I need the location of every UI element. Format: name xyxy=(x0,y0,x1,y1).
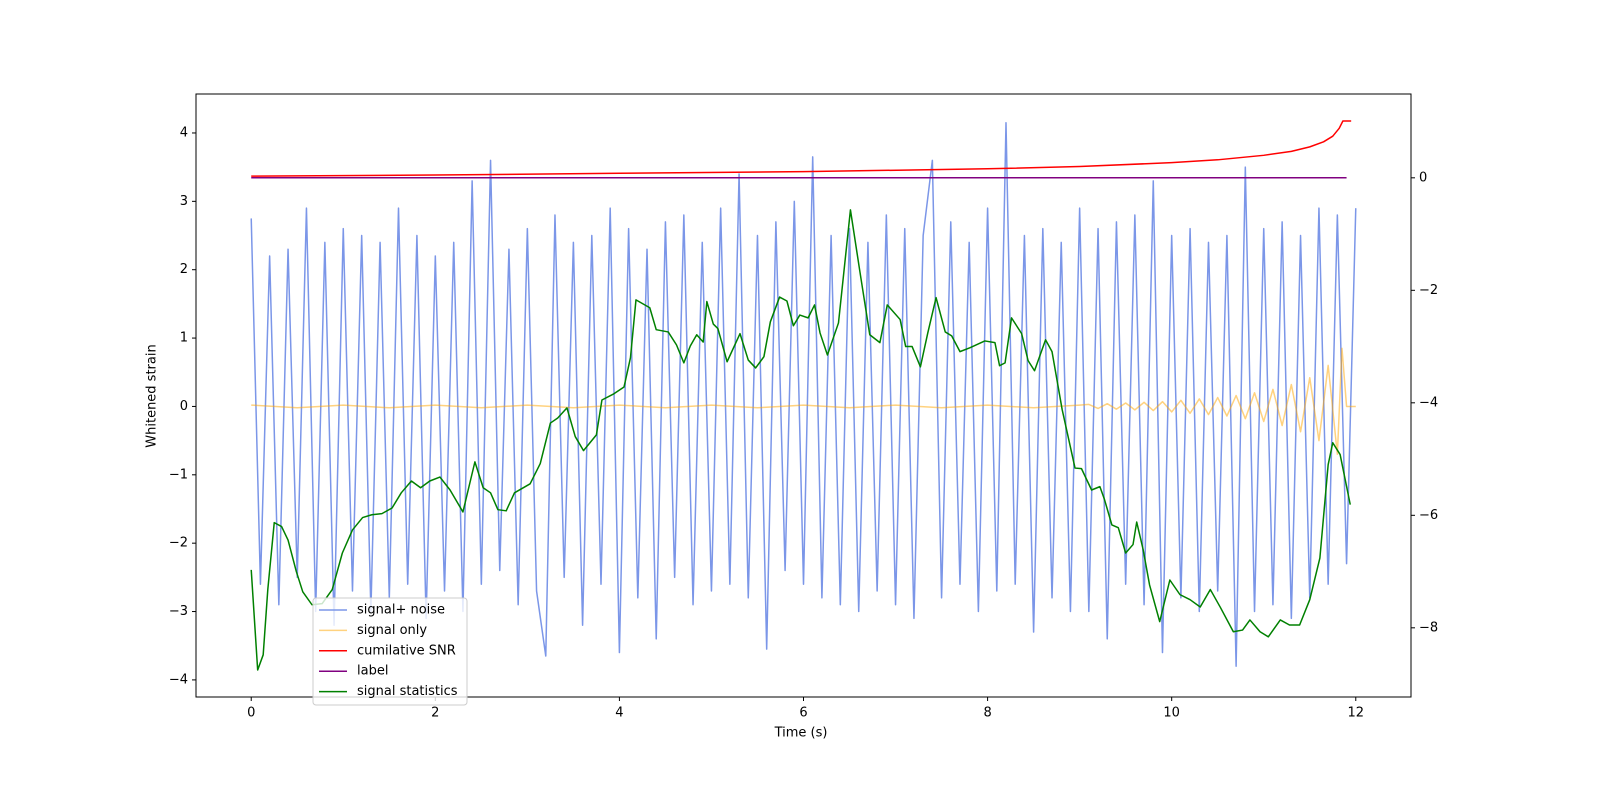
series-line xyxy=(251,120,1352,177)
x-tick-label: 6 xyxy=(799,706,807,721)
x-tick-label: 10 xyxy=(1163,706,1180,721)
y-tick-label: −4 xyxy=(169,672,188,687)
y2-tick-label: −2 xyxy=(1419,283,1438,298)
series-line xyxy=(250,209,1351,671)
legend-label: signal only xyxy=(357,623,427,638)
y2-tick-label: −8 xyxy=(1419,620,1438,635)
y-tick-label: 4 xyxy=(180,125,188,140)
y-tick-label: 3 xyxy=(180,194,188,209)
x-tick-label: 0 xyxy=(247,706,255,721)
x-tick-label: 8 xyxy=(983,706,991,721)
x-tick-label: 12 xyxy=(1347,706,1364,721)
y2-tick-label: −6 xyxy=(1419,508,1438,523)
y-tick-label: 1 xyxy=(180,331,188,346)
legend-label: signal statistics xyxy=(357,684,458,699)
y2-tick-label: −4 xyxy=(1419,395,1438,410)
legend-label: label xyxy=(357,664,388,679)
legend-label: cumilative SNR xyxy=(357,643,456,658)
x-tick-label: 4 xyxy=(615,706,623,721)
y-tick-label: 2 xyxy=(180,262,188,277)
y-tick-label: 0 xyxy=(180,399,188,414)
y-tick-label: −2 xyxy=(169,536,188,551)
legend-label: signal+ noise xyxy=(357,603,445,618)
series-line xyxy=(251,347,1356,456)
x-tick-label: 2 xyxy=(431,706,439,721)
y-tick-label: −3 xyxy=(169,604,188,619)
legend-box xyxy=(312,597,468,706)
legend: signal+ noise signal only cumilative SNR la… xyxy=(312,597,468,706)
series-line xyxy=(250,121,1357,667)
x-axis-label: Time (s) xyxy=(774,726,828,741)
y-tick-label: −1 xyxy=(169,467,188,482)
y2-tick-label: 0 xyxy=(1419,170,1427,185)
y-axis-label: Whitened strain xyxy=(145,344,160,447)
